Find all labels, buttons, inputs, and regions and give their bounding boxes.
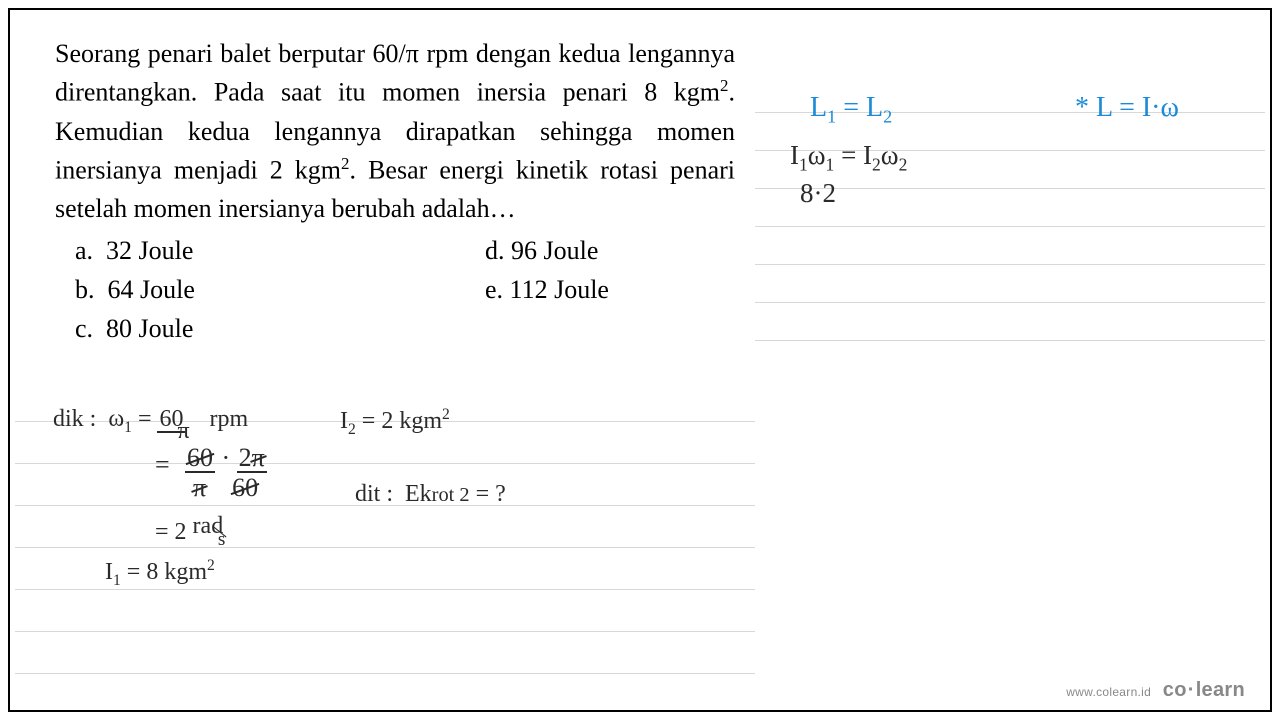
hw-eq-Iw: I1ω1 = I2ω2 bbox=[790, 142, 907, 174]
hw-conv-eq: = bbox=[155, 452, 170, 478]
hw-conv-denoms: π 60 bbox=[193, 475, 258, 501]
hw-conv-frac: 60 · 2π bbox=[185, 445, 267, 473]
footer-url: www.colearn.id bbox=[1066, 685, 1151, 699]
option-c: c. 80 Joule bbox=[55, 309, 485, 348]
question-text: Seorang penari balet berputar 60/π rpm d… bbox=[55, 35, 735, 229]
option-d: d. 96 Joule bbox=[485, 231, 598, 270]
option-b: b. 64 Joule bbox=[55, 270, 485, 309]
hw-eq-L1L2: L1 = L2 bbox=[810, 94, 892, 126]
hw-eq-82: 8·2 bbox=[800, 180, 836, 207]
option-a: a. 32 Joule bbox=[55, 231, 485, 270]
hw-dit: dit : Ekrot 2 = ? bbox=[355, 482, 506, 506]
footer-brand: co·learn bbox=[1163, 679, 1245, 701]
option-e: e. 112 Joule bbox=[485, 270, 609, 309]
footer: www.colearn.id co·learn bbox=[1066, 679, 1245, 702]
hw-dik-I2: I2 = 2 kgm2 bbox=[340, 407, 450, 437]
hw-dik-I1: I1 = 8 kgm2 bbox=[105, 558, 215, 588]
hw-dik-label: dik : ω1 = 60π rpm bbox=[53, 407, 248, 435]
hw-note-LIw: * L = I·ω bbox=[1075, 94, 1179, 122]
hw-w1-result: = 2 rad/s bbox=[155, 520, 225, 544]
